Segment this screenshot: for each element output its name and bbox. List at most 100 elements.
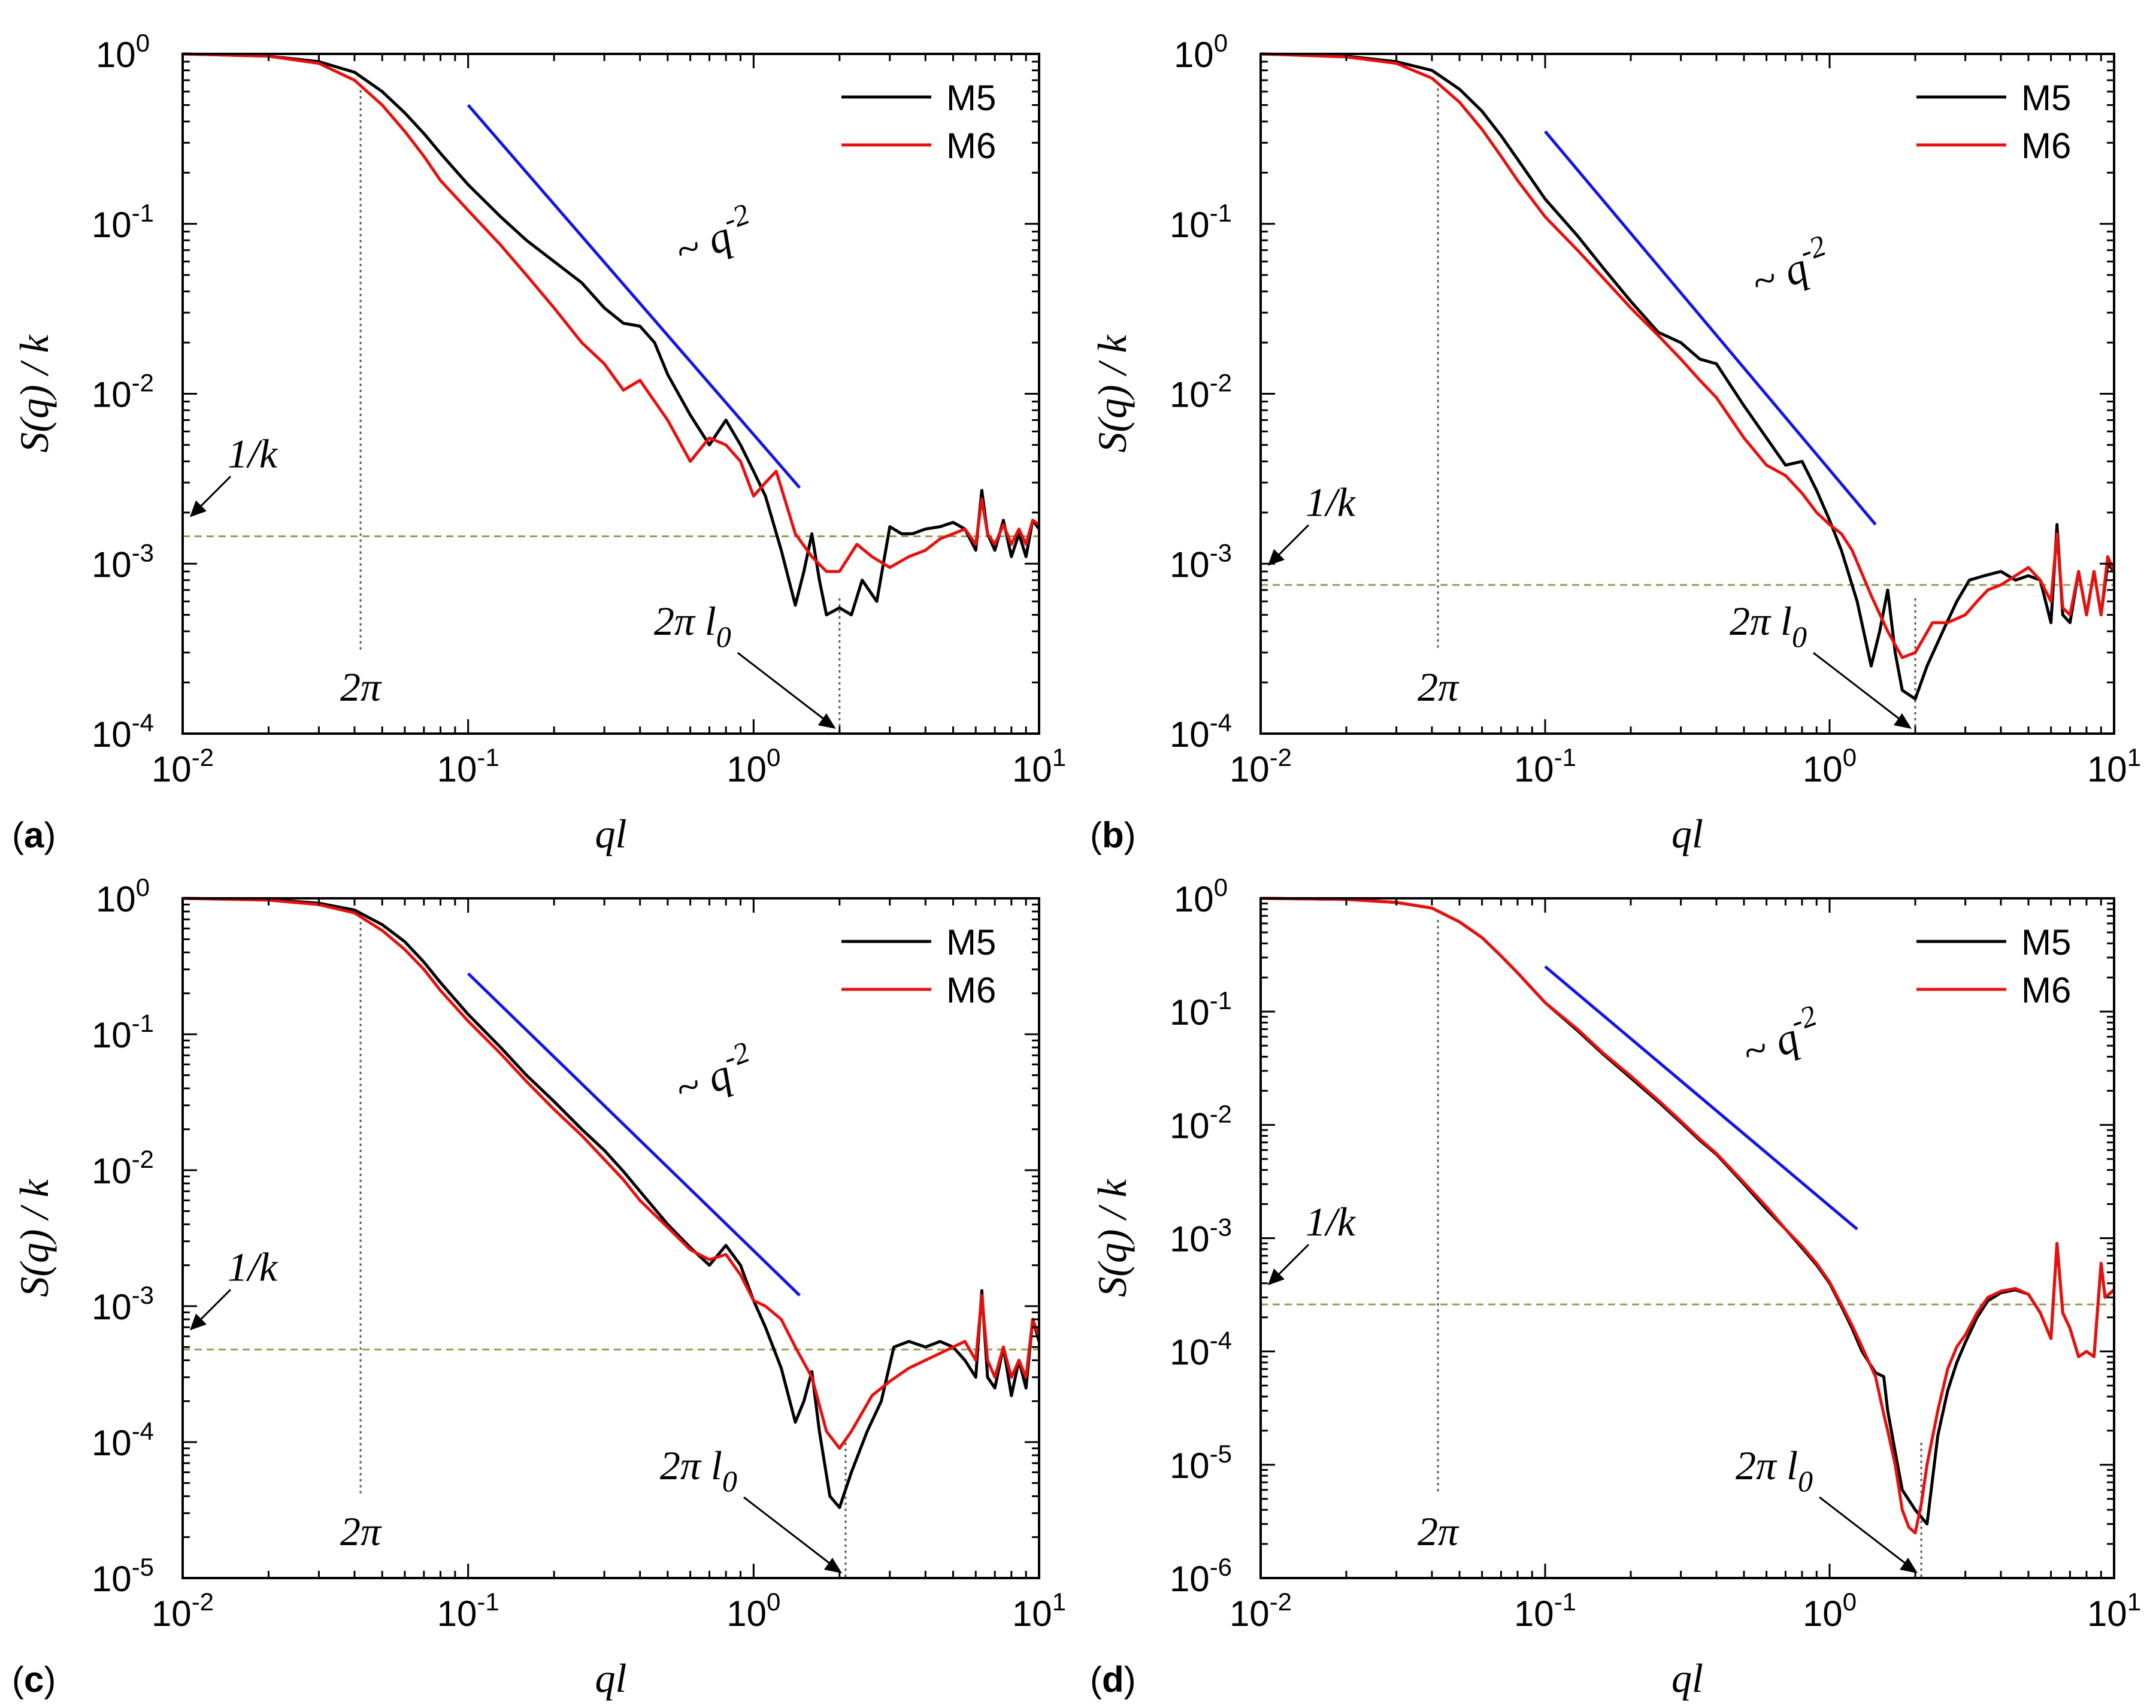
y-tick-label: 10-1 <box>92 1009 154 1055</box>
legend-label-m6: M6 <box>946 126 996 166</box>
y-tick-label: 10-2 <box>92 369 154 415</box>
y-tick-label: 100 <box>1174 29 1228 75</box>
plot-frame <box>1259 53 2115 735</box>
y-tick-label: 10-5 <box>92 1553 154 1599</box>
panel-label: (d) <box>1090 1659 1136 1700</box>
inv-k-arrow <box>1273 1244 1310 1280</box>
two-pi-label: 2π <box>1418 664 1459 710</box>
slope-line <box>1544 965 1858 1231</box>
y-tick-label: 100 <box>1174 873 1228 919</box>
x-tick-label: 100 <box>726 743 780 789</box>
y-tick-label: 10-1 <box>92 199 154 245</box>
panel-d: 10-2 10-1 100 101 10-6 10-5 10-4 10-3 10-2 10-1 10… <box>1089 873 2141 1701</box>
plot-frame <box>1259 897 2115 1579</box>
slope-label: ~ q-2 <box>667 196 761 275</box>
panel-b: 10-2 10-1 100 101 10-4 10-3 10-2 10-1 100 ql S(q) … <box>1089 29 2141 856</box>
y-tick-label: 10-4 <box>92 1417 154 1463</box>
l0-label: 2π l0 <box>660 1443 737 1498</box>
inv-k-arrowhead <box>190 500 207 517</box>
x-tick-label: 10-2 <box>152 1588 214 1634</box>
y-tick-label: 10-2 <box>1170 369 1232 415</box>
slope-label: ~ q-2 <box>1734 998 1828 1077</box>
x-tick-label: 101 <box>1012 743 1066 789</box>
inv-k-arrowhead <box>1268 549 1285 566</box>
series-m6-line <box>1260 52 2116 659</box>
l0-label: 2π l0 <box>1736 1443 1813 1498</box>
legend-label-m6: M6 <box>946 970 996 1010</box>
legend-label-m5: M5 <box>946 78 996 118</box>
y-tick-label: 10-5 <box>1170 1440 1232 1486</box>
panel-label: (a) <box>12 815 56 855</box>
legend-label-m5: M5 <box>2021 922 2071 962</box>
panel-label: (c) <box>12 1659 56 1700</box>
y-tick-label: 10-1 <box>1170 986 1232 1032</box>
plot-frame <box>181 53 1040 735</box>
legend-label-m6: M6 <box>2021 970 2071 1010</box>
inv-k-label: 1/k <box>1306 480 1356 525</box>
l0-arrowhead <box>823 1558 842 1573</box>
l0-arrowhead <box>1900 1558 1918 1573</box>
inv-k-arrow <box>1273 524 1310 561</box>
l0-arrowhead <box>1893 713 1912 729</box>
inv-k-label: 1/k <box>1306 1199 1356 1244</box>
two-pi-label: 2π <box>340 664 382 710</box>
l0-arrow <box>1819 1496 1911 1568</box>
legend-label-m6: M6 <box>2021 126 2071 166</box>
inv-k-arrow <box>195 476 232 512</box>
slope-label: ~ q-2 <box>1743 228 1837 307</box>
inv-k-label: 1/k <box>228 431 278 476</box>
x-tick-label: 100 <box>1803 743 1857 789</box>
series-m6-line <box>1260 897 2115 1535</box>
y-tick-label: 100 <box>96 29 150 75</box>
y-tick-label: 10-1 <box>1170 199 1232 245</box>
slope-line <box>1544 130 1877 526</box>
x-tick-label: 101 <box>2087 743 2141 789</box>
inv-k-arrow <box>195 1289 232 1325</box>
x-axis-title: ql <box>595 811 627 856</box>
x-tick-label: 101 <box>1012 1588 1066 1634</box>
x-tick-label: 100 <box>1803 1588 1857 1634</box>
series-m5-line <box>182 52 1041 617</box>
y-tick-label: 10-4 <box>1170 1327 1232 1373</box>
l0-arrowhead <box>817 713 836 729</box>
y-tick-label: 100 <box>96 873 150 919</box>
series-m6-line <box>182 897 1041 1450</box>
legend-label-m5: M5 <box>946 922 996 962</box>
y-axis-title: S(q) / k <box>1089 334 1135 453</box>
y-axis-title: S(q) / k <box>11 1179 57 1297</box>
x-axis-title: ql <box>595 1655 627 1701</box>
panel-a: 10-2 10-1 100 101 10-4 10-3 10-2 10-1 100 ql S(q) … <box>11 29 1066 856</box>
x-tick-label: 10-1 <box>437 1588 499 1634</box>
series-m5-line <box>1260 897 2115 1526</box>
l0-arrow <box>743 1496 835 1568</box>
y-tick-label: 10-2 <box>1170 1100 1232 1146</box>
inv-k-arrowhead <box>1268 1268 1285 1286</box>
series-m5-line <box>1260 52 2115 701</box>
panel-label: (b) <box>1090 815 1136 855</box>
x-tick-label: 10-1 <box>1514 743 1576 789</box>
y-tick-label: 10-4 <box>92 708 154 755</box>
panel-c: 10-2 10-1 100 101 10-5 10-4 10-3 10-2 10-1 100 ql S… <box>11 873 1066 1701</box>
y-tick-label: 10-4 <box>1170 708 1232 755</box>
y-tick-label: 10-3 <box>92 1281 154 1327</box>
y-tick-label: 10-2 <box>92 1145 154 1191</box>
y-tick-label: 10-3 <box>1170 538 1232 585</box>
two-pi-label: 2π <box>1418 1509 1459 1554</box>
slope-line <box>467 972 801 1297</box>
inv-k-arrowhead <box>190 1313 207 1331</box>
l0-label: 2π l0 <box>654 598 731 653</box>
l0-arrow <box>737 652 829 724</box>
two-pi-label: 2π <box>340 1509 382 1554</box>
y-tick-label: 10-3 <box>1170 1213 1232 1259</box>
plot-frame <box>181 897 1040 1579</box>
series-m5-line <box>182 897 1041 1509</box>
x-tick-label: 10-1 <box>1514 1588 1576 1634</box>
legend-label-m5: M5 <box>2021 78 2071 118</box>
x-tick-label: 10-2 <box>1230 1588 1292 1634</box>
x-axis-title: ql <box>1671 1655 1703 1701</box>
x-tick-label: 100 <box>726 1588 780 1634</box>
x-tick-label: 10-2 <box>152 743 214 789</box>
inv-k-label: 1/k <box>228 1244 278 1289</box>
l0-arrow <box>1813 652 1905 724</box>
